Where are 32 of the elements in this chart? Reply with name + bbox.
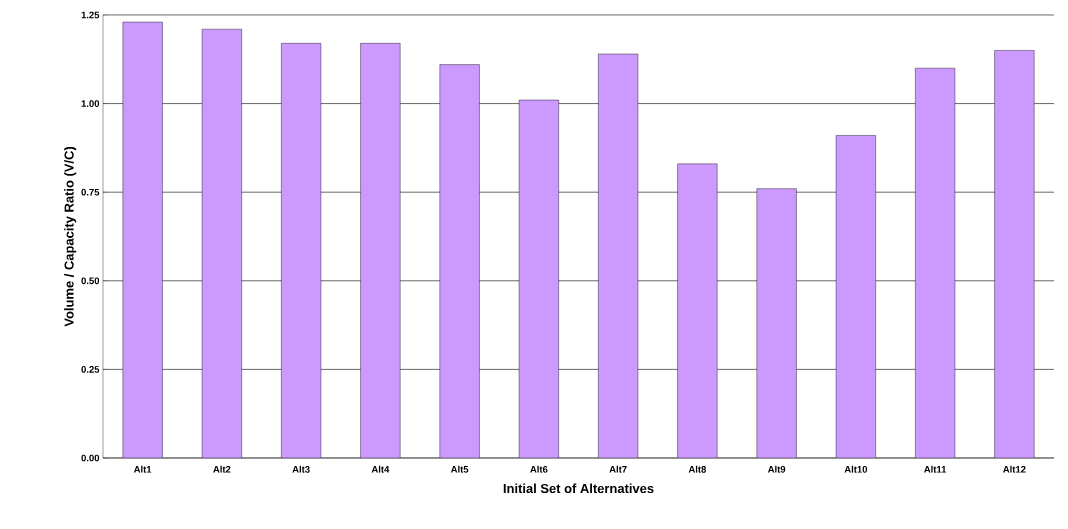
bar — [598, 53, 639, 458]
y-tick-label: 0.25 — [81, 366, 100, 373]
bar — [835, 135, 876, 458]
x-tick-label: Alt9 — [767, 465, 786, 473]
x-tick-label: Alt1 — [133, 465, 152, 473]
x-tick-label: Alt2 — [213, 465, 231, 473]
bar — [518, 99, 559, 458]
x-tick-label: Alt12 — [1003, 465, 1026, 473]
x-tick-label: Alt6 — [530, 465, 548, 473]
x-axis-title: Initial Set of Alternatives — [503, 483, 654, 494]
bar — [201, 28, 242, 458]
x-tick-label: Alt5 — [450, 465, 469, 473]
x-tick-label: Alt10 — [844, 465, 868, 473]
y-axis-title: Volume / Capacity Ratio (V/C) — [64, 146, 77, 327]
bar — [122, 21, 163, 458]
y-tick-label: 0.50 — [81, 277, 100, 285]
y-tick-label: 1.00 — [81, 100, 100, 107]
x-tick-label: Alt11 — [924, 465, 947, 473]
bar — [915, 67, 956, 458]
bar — [677, 163, 718, 458]
x-tick-label: Alt3 — [292, 465, 310, 473]
bar — [756, 188, 797, 458]
y-tick-label: 0.75 — [81, 188, 100, 196]
bar — [360, 43, 401, 458]
x-tick-label: Alt8 — [688, 465, 707, 473]
bar — [281, 43, 322, 458]
bar — [994, 50, 1035, 458]
y-tick-label: 1.25 — [81, 11, 100, 19]
x-tick-label: Alt7 — [609, 465, 627, 473]
bar — [439, 64, 480, 458]
x-tick-label: Alt4 — [371, 465, 390, 473]
y-tick-label: 0.00 — [81, 454, 100, 462]
